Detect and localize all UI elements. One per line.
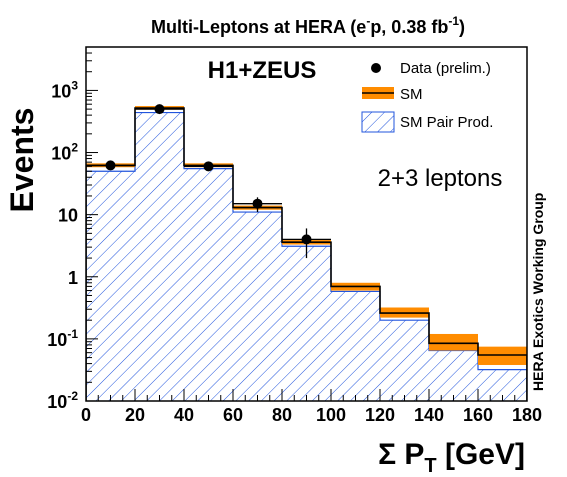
x-tick-label: 0 [81, 405, 91, 425]
pair-prod-bar [282, 246, 331, 401]
sm-band-bin [478, 346, 527, 365]
y-tick-label: 10-1 [47, 327, 78, 350]
x-axis-label: Σ PT [GeV] [378, 438, 525, 477]
pair-prod-bar [331, 291, 380, 401]
data-point [252, 198, 263, 209]
data-point [203, 161, 214, 172]
pair-prod-bar [429, 350, 478, 401]
selection-label: 2+3 leptons [378, 165, 503, 192]
x-tick-label: 180 [512, 405, 542, 425]
legend-entry-pair: SM Pair Prod. [361, 111, 493, 133]
legend-pair-swatch [361, 111, 395, 133]
x-tick-label: 160 [463, 405, 493, 425]
legend-data-marker [371, 63, 381, 73]
sm-band-bin [429, 333, 478, 351]
pair-prod-bar [184, 168, 233, 401]
pair-prod-bar [135, 112, 184, 401]
y-tick-label: 10-2 [47, 389, 78, 412]
y-tick-label: 1 [68, 268, 78, 288]
x-tick-label: 100 [316, 405, 346, 425]
x-tick-label: 40 [174, 405, 194, 425]
x-axis-ticks: 0 20 40 60 80 100 120 140 160 180 [81, 389, 542, 425]
x-tick-label: 80 [272, 405, 292, 425]
data-point [154, 104, 165, 115]
y-axis-label: Events [4, 108, 40, 213]
y-axis-ticks: 10-2 10-1 1 10 102 103 [47, 46, 98, 412]
data-point [105, 160, 116, 171]
y-tick-label: 103 [51, 78, 78, 101]
legend-data-label: Data (prelim.) [400, 60, 491, 77]
x-tick-label: 60 [223, 405, 243, 425]
x-tick-label: 120 [365, 405, 395, 425]
sm-pair-prod-histogram [86, 111, 527, 401]
plot-area [86, 104, 527, 401]
pair-prod-bar [380, 320, 429, 401]
y-tick-label: 10 [58, 206, 78, 226]
legend: Data (prelim.) SM SM Pair Prod. [361, 60, 493, 133]
data-point [301, 234, 312, 245]
legend-sm-label: SM [400, 86, 423, 103]
data-points [86, 104, 331, 259]
legend-entry-sm: SM [362, 86, 423, 103]
y-tick-label: 102 [51, 141, 78, 164]
experiment-label: H1+ZEUS [208, 57, 317, 84]
pair-prod-bar [233, 212, 282, 401]
side-label: HERA Exotics Working Group [530, 193, 546, 391]
x-tick-label: 140 [414, 405, 444, 425]
legend-pair-label: SM Pair Prod. [400, 114, 493, 131]
pair-prod-bar [86, 171, 135, 401]
legend-entry-data: Data (prelim.) [371, 60, 491, 77]
x-tick-label: 20 [125, 405, 145, 425]
chart-title: Multi-Leptons at HERA (e-p, 0.38 fb-1) [151, 14, 465, 37]
